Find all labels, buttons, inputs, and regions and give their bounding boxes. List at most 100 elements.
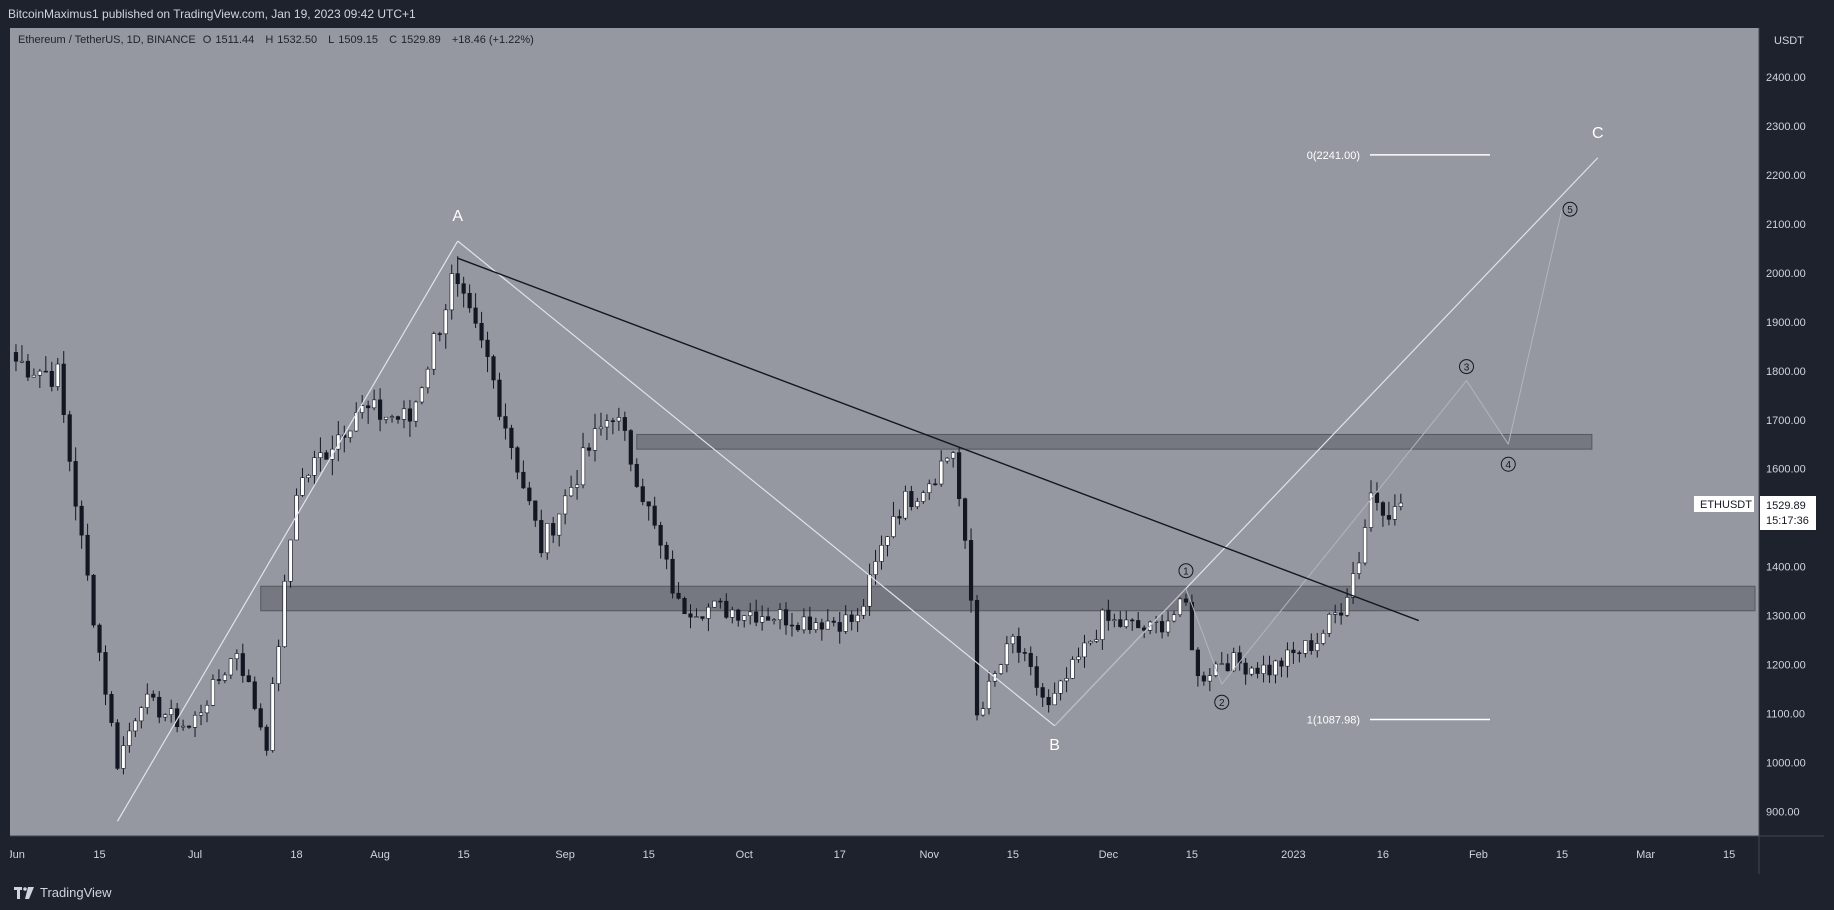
candle [151,690,156,701]
candle [145,683,150,715]
sub-wave-circle [1178,563,1194,579]
plot-background [10,28,1759,836]
candle-body [19,360,25,363]
candle [1309,633,1314,655]
sub-wave-label: 1 [1183,567,1189,578]
time-tick-label: 2023 [1281,849,1305,861]
candle [1374,482,1380,511]
candle-body [1374,492,1380,503]
candle-body [1076,656,1081,660]
candle [1028,646,1033,676]
candle [706,603,711,632]
candle [783,602,789,635]
candle-body [1177,598,1183,616]
candle [563,489,568,525]
candle-body [1207,675,1212,682]
candle-body [1291,649,1296,654]
time-tick-label: 15 [1186,849,1198,861]
wave-abc-line [457,240,1056,727]
candle [1130,618,1135,631]
candle-body [103,652,108,695]
time-tick-label: Mar [1636,849,1655,861]
candle [1315,632,1320,658]
candle [634,458,639,488]
candle [515,446,520,480]
candle [491,354,496,389]
candle [801,608,807,634]
sub-wave-circle [1562,201,1578,217]
candle-body [1094,639,1099,642]
candle [1231,647,1236,673]
candle [324,450,329,460]
candle-body [425,368,430,389]
candle [55,357,60,391]
candlestick-chart[interactable]: 0(2241.00) 1(1087.98) A B C 1 2 3 4 5 USDT 2400.0… [10,28,1824,874]
candle [1124,610,1129,629]
candle-body [1040,687,1045,698]
sub-wave-marker-1: 1 [1178,563,1194,579]
price-axis[interactable]: 2400.00 2300.00 2200.00 2100.00 2000.00 1900.… [1766,72,1806,819]
price-tick-label: 1400.00 [1766,562,1806,574]
candle-body [479,323,484,341]
candle [891,501,896,539]
candle-body [407,408,413,422]
candle [1297,650,1302,663]
candle [1064,667,1069,693]
fib-level-label: 0(2241.00) [1307,150,1360,162]
price-tick-label: 2200.00 [1766,170,1806,182]
candle [1273,659,1278,684]
candle-body [545,523,550,554]
candle-body [974,600,980,716]
chart-area[interactable]: 0(2241.00) 1(1087.98) A B C 1 2 3 4 5 USDT 2400.0… [10,28,1824,874]
candle [1386,501,1391,526]
candle-body [485,339,490,357]
candle-body [1171,614,1177,622]
candle [533,500,538,527]
candle-body [915,501,920,508]
time-axis[interactable]: Jun 15 Jul 18 Aug 15 Sep 15 Oct 17 Nov 15 Dec 15 2023 1… [10,849,1735,861]
candle-body [73,461,78,507]
candle [1368,480,1374,532]
price-tick-label: 1100.00 [1766,709,1805,721]
candle [407,399,413,437]
candle [622,411,627,441]
candle [652,496,657,529]
candle-body [1189,601,1195,651]
candle-body [115,722,120,769]
candle-body [61,363,66,415]
candle [586,442,592,457]
candle-body [658,524,663,546]
candle [974,595,980,721]
candle [1106,599,1111,631]
candle-body [145,693,150,708]
candle-body [1034,666,1039,688]
candle [222,672,227,684]
candle-body [85,534,90,576]
candle-body [240,653,245,676]
candle-body [1261,664,1266,674]
candle [551,516,556,544]
candle-body [210,679,216,706]
candle-body [389,416,395,418]
candle-body [968,540,974,601]
candle [688,604,693,629]
candle [1350,561,1356,604]
candle [927,479,932,501]
candle-body [449,273,454,311]
candle [455,256,460,297]
candle-body [204,704,210,714]
candle [730,606,735,624]
candle-body [980,708,986,716]
candle [216,669,222,685]
candle [754,599,759,627]
candle [473,293,478,329]
price-tick-label: 2000.00 [1766,268,1806,280]
candle [186,725,192,729]
candle-body [181,725,186,728]
candle-body [1327,614,1332,634]
candle [97,623,102,662]
candle [401,400,407,429]
candle-body [1136,620,1141,629]
candle [497,372,502,421]
candle-body [998,664,1003,674]
